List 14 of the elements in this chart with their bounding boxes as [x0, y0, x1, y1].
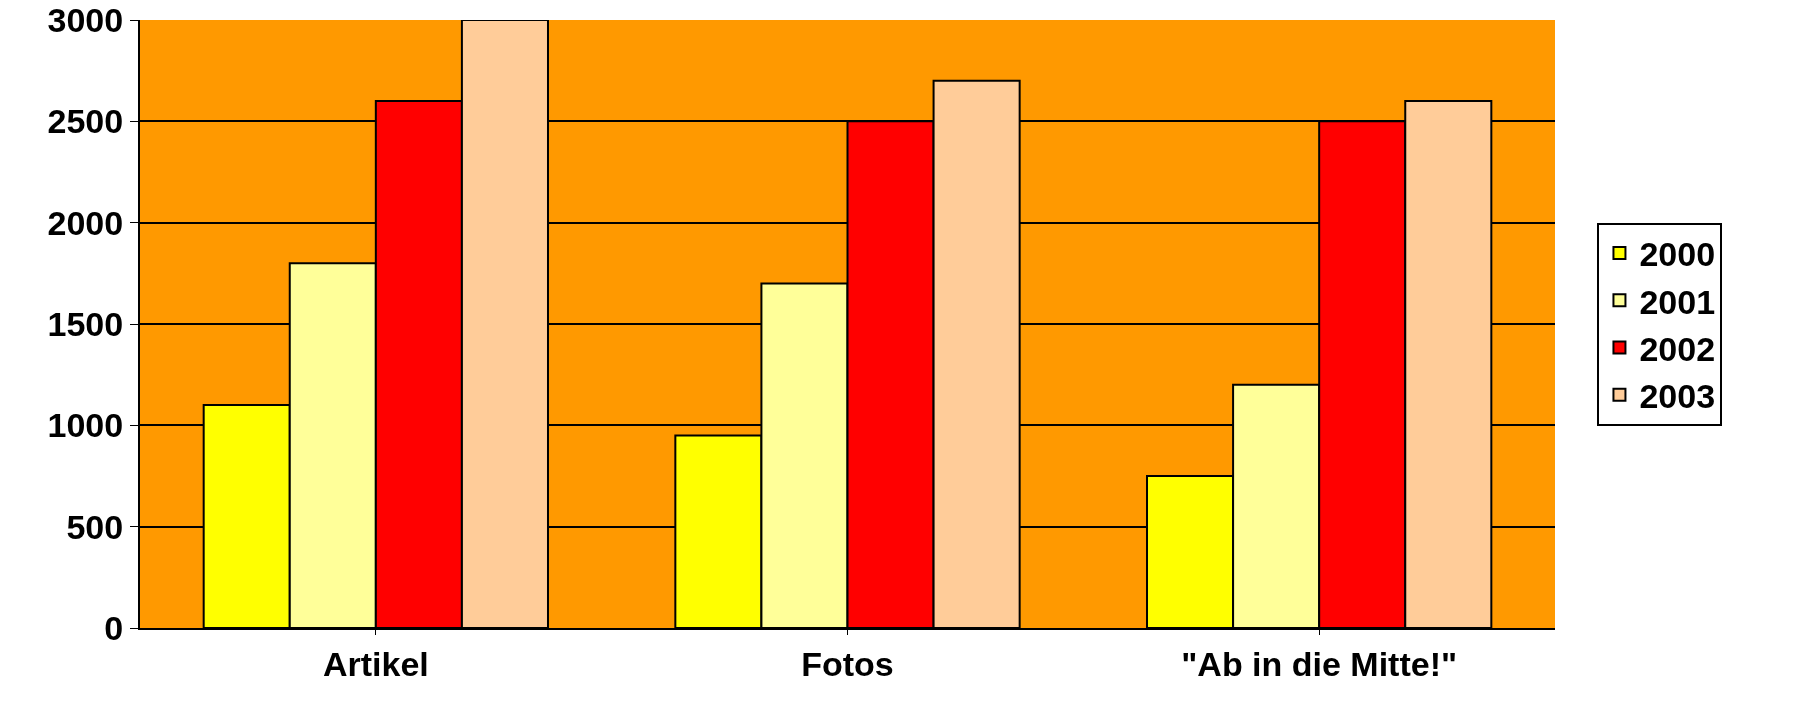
x-tick-label: "Ab in die Mitte!": [1181, 644, 1458, 683]
legend-label: 2000: [1639, 235, 1716, 274]
legend-label: 2001: [1639, 282, 1716, 321]
y-tick-label: 1000: [47, 406, 124, 445]
y-tick-label: 0: [104, 608, 124, 647]
y-tick-label: 3000: [47, 0, 124, 39]
legend-label: 2003: [1639, 376, 1716, 415]
y-tick-label: 2500: [47, 102, 124, 141]
x-tick-label: Artikel: [322, 644, 429, 683]
y-tick-label: 500: [66, 507, 124, 546]
y-tick-label: 2000: [47, 203, 124, 242]
y-tick-label: 1500: [47, 304, 124, 343]
x-tick-label: Fotos: [801, 644, 894, 683]
legend-label: 2002: [1639, 329, 1716, 368]
